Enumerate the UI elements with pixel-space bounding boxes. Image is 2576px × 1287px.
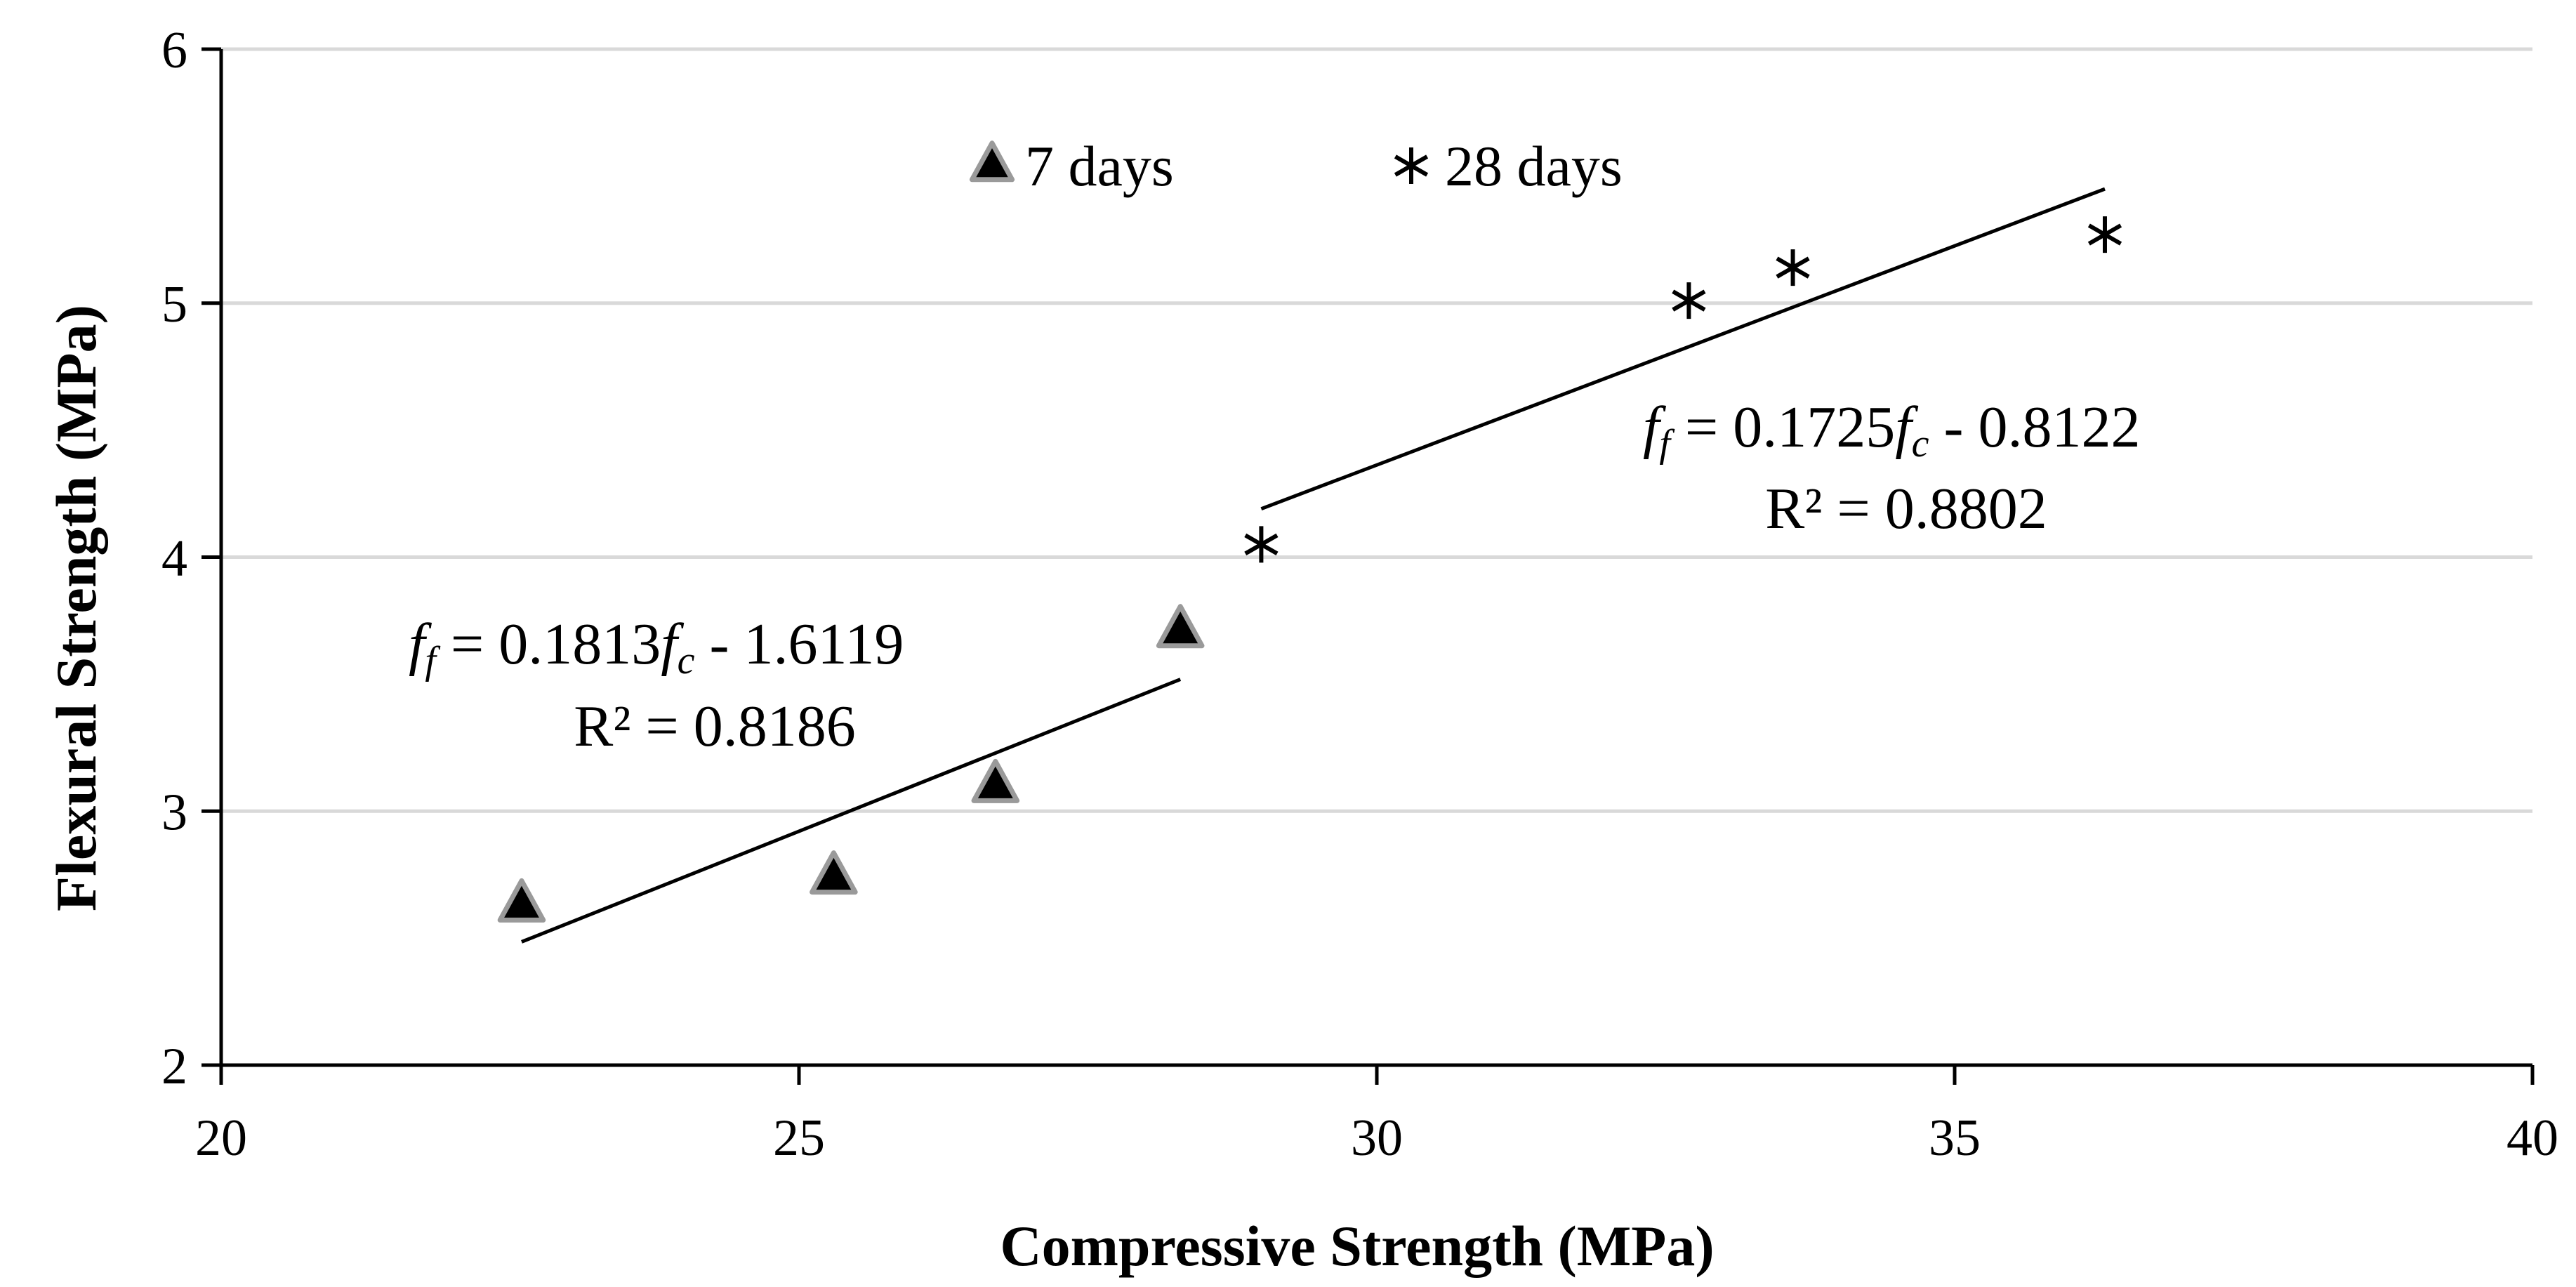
data-point-7-days — [810, 850, 858, 895]
x-tick-label: 25 — [773, 1109, 825, 1167]
y-tick-label: 3 — [161, 784, 187, 841]
y-tick-label: 4 — [161, 530, 187, 588]
data-point-7-days — [497, 878, 546, 923]
trendline-28-days — [1260, 187, 2106, 510]
y-tick-label: 2 — [161, 1038, 187, 1095]
y-tick-label: 6 — [161, 22, 187, 79]
data-point-7-days — [971, 758, 1020, 803]
x-tick-label: 20 — [195, 1109, 247, 1167]
data-point-28-days — [1776, 249, 1810, 286]
x-tick-label: 40 — [2506, 1109, 2558, 1167]
legend-label-7-days: 7 days — [1025, 134, 1174, 198]
data-point-28-days — [1244, 526, 1279, 563]
x-tick-label: 30 — [1351, 1109, 1403, 1167]
data-point-28-days — [2087, 216, 2122, 253]
data-point-7-days — [1156, 604, 1205, 649]
equation-7-days: ff = 0.1813fc - 1.6119 — [409, 612, 904, 682]
gridlines — [221, 47, 2532, 813]
legend-label-28-days: 28 days — [1445, 134, 1623, 198]
legend-marker-28-days — [1394, 147, 1429, 184]
trendline-equations: ff = 0.1813fc - 1.6119 R² = 0.8186 ff = 0.… — [409, 395, 2140, 759]
axes: 2 3 4 5 6 20 25 30 35 40 — [161, 22, 2558, 1167]
y-axis-title: Flexural Strength (MPa) — [44, 305, 108, 911]
x-axis-title: Compressive Strength (MPa) — [1000, 1214, 1714, 1278]
trendlines — [521, 187, 2106, 944]
legend-marker-7-days — [969, 140, 1015, 183]
trendline-7-days — [521, 678, 1182, 944]
data-points — [497, 216, 2122, 923]
r-squared-7-days: R² = 0.8186 — [574, 694, 856, 759]
legend: 7 days 28 days — [969, 134, 1623, 198]
equation-28-days: ff = 0.1725fc - 0.8122 — [1643, 395, 2140, 466]
data-point-28-days — [1672, 282, 1706, 319]
y-tick-label: 5 — [161, 276, 187, 334]
r-squared-28-days: R² = 0.8802 — [1765, 476, 2047, 541]
x-tick-label: 35 — [1929, 1109, 1981, 1167]
